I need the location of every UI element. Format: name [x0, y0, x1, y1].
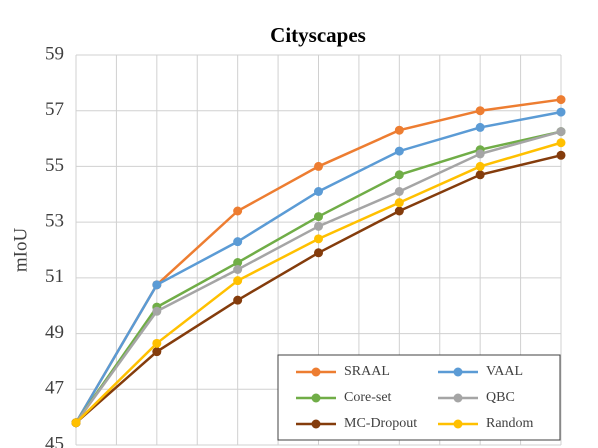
y-tick-label: 57 — [45, 99, 64, 120]
data-point — [394, 198, 404, 208]
y-tick-label: 51 — [45, 266, 64, 287]
data-point — [152, 347, 162, 357]
legend-label: Core-set — [344, 390, 392, 405]
data-point — [394, 170, 404, 180]
legend-label: VAAL — [486, 364, 523, 379]
data-point — [475, 161, 485, 171]
data-point — [233, 237, 243, 247]
data-point — [475, 149, 485, 159]
data-point — [394, 206, 404, 216]
y-tick-label: 45 — [45, 433, 64, 448]
data-point — [233, 206, 243, 216]
data-point — [475, 122, 485, 132]
legend-box — [277, 354, 561, 441]
chart-title: Cityscapes — [270, 23, 366, 47]
y-tick-label: 47 — [45, 378, 64, 399]
data-point — [394, 146, 404, 156]
y-tick-label: 53 — [45, 211, 64, 232]
data-point — [314, 234, 323, 244]
legend-marker — [453, 419, 463, 429]
data-point — [475, 106, 485, 116]
legend-label: MC-Dropout — [344, 416, 417, 431]
legend-marker — [311, 367, 321, 377]
legend-label: QBC — [486, 390, 515, 405]
data-point — [556, 150, 566, 160]
data-point — [556, 107, 566, 117]
y-tick-label: 55 — [45, 155, 64, 176]
data-point — [152, 306, 162, 316]
data-point — [394, 125, 404, 135]
legend-marker — [311, 419, 321, 429]
data-point — [314, 161, 323, 171]
legend-marker — [453, 367, 463, 377]
data-point — [71, 418, 81, 428]
data-point — [152, 280, 162, 290]
y-tick-label: 49 — [45, 322, 64, 343]
data-point — [152, 338, 162, 348]
legend-marker — [453, 393, 463, 403]
data-point — [233, 258, 243, 268]
legend-marker — [311, 393, 321, 403]
data-point — [556, 127, 566, 137]
data-point — [314, 187, 323, 196]
data-point — [556, 95, 566, 105]
legend-label: SRAAL — [344, 364, 390, 379]
data-point — [394, 187, 404, 196]
data-point — [475, 170, 485, 180]
legend-label: Random — [486, 416, 534, 431]
y-axis-label: mIoU — [10, 228, 31, 273]
data-point — [556, 138, 566, 148]
data-point — [314, 212, 323, 222]
data-point — [233, 276, 243, 286]
data-point — [314, 221, 323, 231]
data-point — [233, 265, 243, 274]
y-tick-label: 59 — [45, 43, 64, 64]
data-point — [233, 295, 243, 305]
data-point — [314, 248, 323, 258]
